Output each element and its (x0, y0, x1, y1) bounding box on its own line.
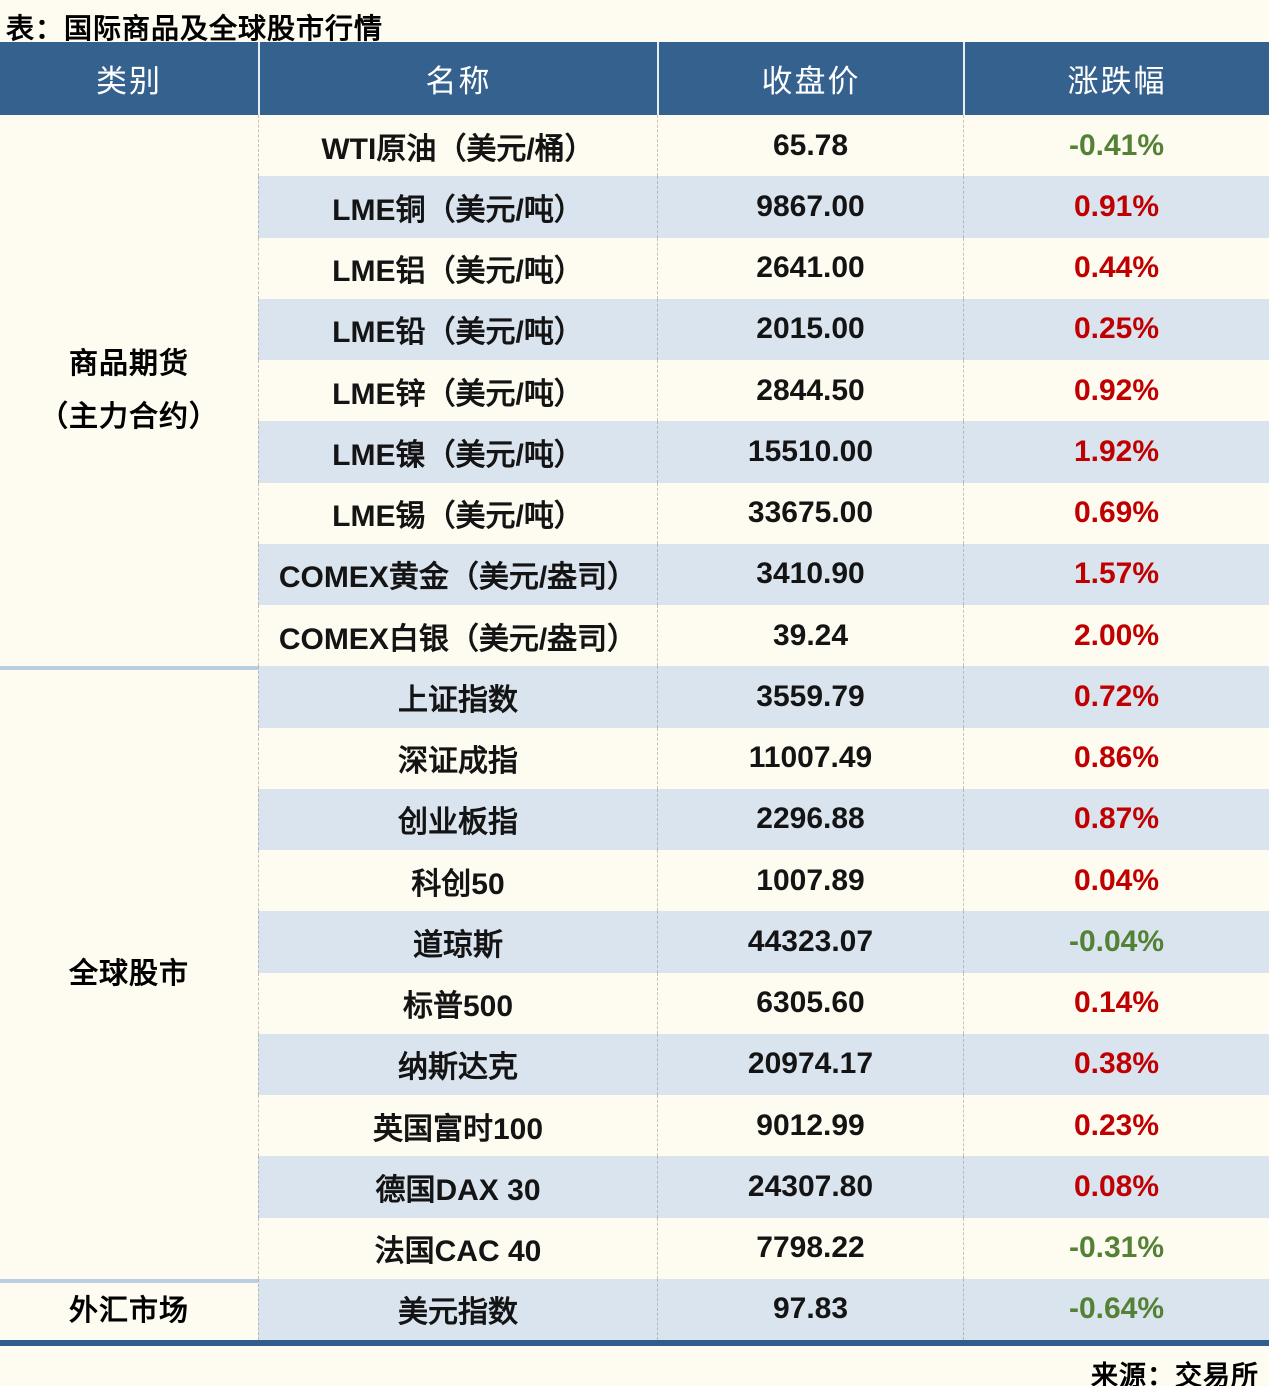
instrument-name-cell: LME铝（美元/吨） (258, 237, 657, 299)
instrument-name-cell: 纳斯达克 (258, 1033, 657, 1095)
change-pct-cell: 2.00% (963, 605, 1269, 667)
header-category: 类别 (0, 42, 258, 115)
category-cell: 外汇市场 (0, 1278, 258, 1340)
category-label-line: （主力合约） (38, 400, 219, 433)
category-label-line: 全球股市 (68, 958, 189, 991)
close-price-cell: 2844.50 (657, 360, 963, 422)
instrument-name-cell: 法国CAC 40 (258, 1217, 657, 1279)
instrument-name-cell: COMEX黄金（美元/盎司） (258, 543, 657, 605)
close-price-cell: 20974.17 (657, 1033, 963, 1095)
close-price-cell: 39.24 (657, 605, 963, 667)
instrument-name-cell: 创业板指 (258, 788, 657, 850)
instrument-name-cell: LME铜（美元/吨） (258, 176, 657, 238)
instrument-name-cell: 标普500 (258, 972, 657, 1034)
category-cell: 全球股市 (0, 666, 258, 1279)
change-pct-cell: 0.38% (963, 1033, 1269, 1095)
close-price-cell: 3559.79 (657, 666, 963, 728)
market-table: 类别 名称 收盘价 涨跌幅 商品期货 （主力合约） WTI原油（美元/桶） 65.78… (0, 42, 1269, 1346)
change-pct-cell: 0.86% (963, 727, 1269, 789)
change-pct-cell: -0.31% (963, 1217, 1269, 1279)
close-price-cell: 3410.90 (657, 543, 963, 605)
close-price-cell: 2641.00 (657, 237, 963, 299)
close-price-cell: 97.83 (657, 1278, 963, 1340)
change-pct-cell: 0.87% (963, 788, 1269, 850)
close-price-cell: 2015.00 (657, 298, 963, 360)
change-pct-cell: 0.04% (963, 850, 1269, 912)
close-price-cell: 1007.89 (657, 850, 963, 912)
close-price-cell: 9012.99 (657, 1095, 963, 1157)
close-price-cell: 15510.00 (657, 421, 963, 483)
change-pct-cell: -0.64% (963, 1278, 1269, 1340)
close-price-cell: 7798.22 (657, 1217, 963, 1279)
instrument-name-cell: 美元指数 (258, 1278, 657, 1340)
close-price-cell: 65.78 (657, 115, 963, 177)
instrument-name-cell: 科创50 (258, 850, 657, 912)
table-title: 表：国际商品及全球股市行情 (6, 13, 384, 44)
change-pct-cell: 1.57% (963, 543, 1269, 605)
instrument-name-cell: 道琼斯 (258, 911, 657, 973)
change-pct-cell: 0.92% (963, 360, 1269, 422)
close-price-cell: 33675.00 (657, 482, 963, 544)
close-price-cell: 9867.00 (657, 176, 963, 238)
instrument-name-cell: 英国富时100 (258, 1095, 657, 1157)
instrument-name-cell: 上证指数 (258, 666, 657, 728)
instrument-name-cell: WTI原油（美元/桶） (258, 115, 657, 177)
instrument-name-cell: COMEX白银（美元/盎司） (258, 605, 657, 667)
change-pct-cell: 0.08% (963, 1156, 1269, 1218)
header-close-price: 收盘价 (657, 42, 963, 115)
change-pct-cell: 0.23% (963, 1095, 1269, 1157)
category-cell: 商品期货 （主力合约） (0, 115, 258, 666)
close-price-cell: 6305.60 (657, 972, 963, 1034)
change-pct-cell: 0.91% (963, 176, 1269, 238)
instrument-name-cell: 深证成指 (258, 727, 657, 789)
category-label-line: 商品期货 (68, 348, 189, 381)
instrument-name-cell: LME锌（美元/吨） (258, 360, 657, 422)
change-pct-cell: 0.14% (963, 972, 1269, 1034)
change-pct-cell: 1.92% (963, 421, 1269, 483)
source-note: 来源：交易所 (1091, 1361, 1259, 1386)
instrument-name-cell: LME镍（美元/吨） (258, 421, 657, 483)
close-price-cell: 44323.07 (657, 911, 963, 973)
change-pct-cell: -0.41% (963, 115, 1269, 177)
change-pct-cell: 0.69% (963, 482, 1269, 544)
instrument-name-cell: LME锡（美元/吨） (258, 482, 657, 544)
close-price-cell: 2296.88 (657, 788, 963, 850)
change-pct-cell: 0.44% (963, 237, 1269, 299)
change-pct-cell: -0.04% (963, 911, 1269, 973)
close-price-cell: 11007.49 (657, 727, 963, 789)
close-price-cell: 24307.80 (657, 1156, 963, 1218)
header-change-pct: 涨跌幅 (963, 42, 1269, 115)
change-pct-cell: 0.25% (963, 298, 1269, 360)
instrument-name-cell: LME铅（美元/吨） (258, 298, 657, 360)
category-label-line: 外汇市场 (68, 1295, 189, 1328)
instrument-name-cell: 德国DAX 30 (258, 1156, 657, 1218)
header-name: 名称 (258, 42, 657, 115)
change-pct-cell: 0.72% (963, 666, 1269, 728)
